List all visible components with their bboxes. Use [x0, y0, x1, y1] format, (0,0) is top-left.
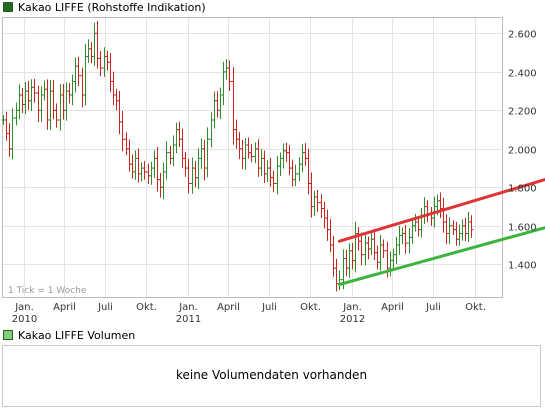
x-tick-label: April — [53, 302, 76, 313]
price-bar — [10, 108, 15, 160]
price-bar — [381, 239, 386, 259]
y-tick-label: 2.400 — [508, 69, 537, 80]
x-tick-label: Jan. — [14, 302, 34, 313]
trendline — [337, 178, 545, 243]
price-bar — [32, 78, 37, 103]
price-bar — [142, 161, 147, 180]
price-bar — [164, 141, 169, 180]
price-bar — [447, 217, 452, 245]
price-bar — [120, 111, 125, 152]
y-axis: 1.400 1.600 1.800 2.000 2.200 2.400 2.600 — [508, 30, 537, 272]
x-tick-label: Jan. — [342, 302, 362, 313]
y-tick-label: 1.400 — [508, 261, 537, 272]
x-tick-label: Juli — [425, 302, 441, 313]
price-bars — [1, 20, 474, 292]
price-bar — [76, 56, 81, 87]
y-tick-label: 2.600 — [508, 30, 537, 41]
y-tick-label: 2.000 — [508, 146, 537, 157]
trendlines — [337, 178, 545, 286]
price-bar — [227, 60, 232, 92]
price-bar — [271, 170, 276, 193]
tick-note: 1 Tick = 1 Woche — [8, 286, 87, 296]
price-bar — [315, 189, 320, 212]
no-volume-message: keine Volumendaten vorhanden — [175, 368, 368, 382]
price-bar — [469, 215, 474, 238]
x-tick-label: Okt. — [300, 302, 321, 313]
x-tick-label: April — [381, 302, 404, 313]
price-chart-title: Kakao LIFFE (Rohstoffe Indikation) — [18, 0, 206, 14]
price-bar — [403, 224, 408, 254]
x-tick-label: Okt. — [465, 302, 486, 313]
price-bar — [293, 164, 298, 187]
x-tick-label: April — [217, 302, 240, 313]
price-bar — [205, 127, 210, 178]
trendline — [337, 226, 545, 286]
price-bar — [186, 159, 191, 194]
volume-panel: keine Volumendaten vorhanden — [2, 345, 541, 407]
price-bar — [249, 144, 254, 163]
price-legend-swatch — [3, 2, 13, 12]
price-chart: 1.400 1.600 1.800 2.000 2.200 2.400 2.600 Jan.… — [1, 17, 545, 325]
x-tick-label: Okt. — [136, 302, 157, 313]
price-bar — [359, 232, 364, 266]
x-tick-label: Juli — [261, 302, 277, 313]
price-chart-legend: Kakao LIFFE (Rohstoffe Indikation) — [3, 0, 206, 14]
volume-legend-swatch — [3, 330, 13, 340]
x-year-label: 2010 — [12, 314, 37, 325]
x-tick-label: Jan. — [178, 302, 198, 313]
volume-chart-title: Kakao LIFFE Volumen — [18, 328, 136, 342]
y-tick-label: 1.600 — [508, 223, 537, 234]
price-bar — [98, 50, 103, 77]
x-tick-label: Juli — [97, 302, 113, 313]
y-tick-label: 1.800 — [508, 184, 537, 195]
x-year-label: 2011 — [176, 314, 201, 325]
volume-chart-legend: Kakao LIFFE Volumen — [3, 328, 135, 342]
y-tick-label: 2.200 — [508, 107, 537, 118]
x-year-label: 2012 — [340, 314, 365, 325]
price-bar — [54, 103, 59, 128]
plot-area — [2, 17, 503, 298]
